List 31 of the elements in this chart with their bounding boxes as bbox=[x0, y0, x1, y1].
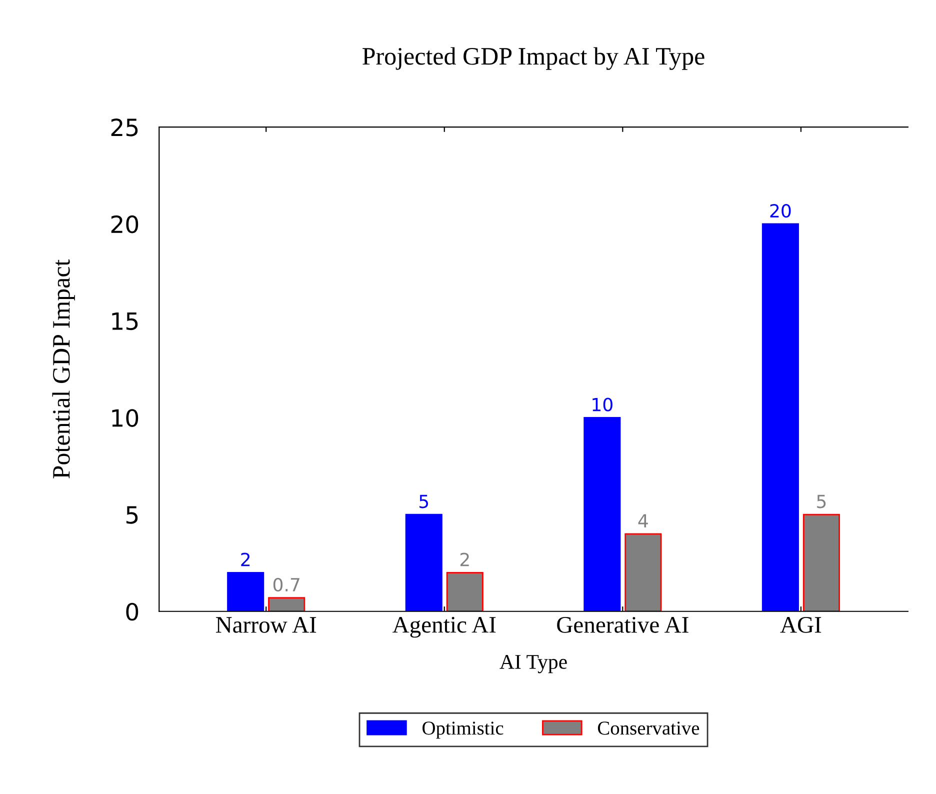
y-tick-label: 10 bbox=[112, 409, 138, 427]
bar bbox=[268, 597, 306, 612]
x-tick-label: Generative AI bbox=[557, 616, 688, 633]
bar bbox=[446, 572, 484, 612]
bar bbox=[405, 514, 442, 612]
chart-title: Projected GDP Impact by AI Type bbox=[362, 47, 704, 70]
data-label: 10 bbox=[592, 398, 612, 412]
bar bbox=[227, 572, 264, 612]
data-label: 2 bbox=[241, 552, 250, 566]
x-tick-label: AGI bbox=[780, 616, 822, 633]
x-tick-label: Agentic AI bbox=[392, 616, 496, 638]
data-label: 2 bbox=[460, 552, 469, 566]
x-axis-title: AI Type bbox=[500, 654, 567, 674]
y-tick-label: 5 bbox=[126, 506, 138, 524]
y-tick-label: 0 bbox=[126, 602, 138, 621]
bar bbox=[624, 533, 662, 612]
data-label: 20 bbox=[770, 204, 791, 218]
y-tick-label: 15 bbox=[112, 312, 138, 330]
data-label: 4 bbox=[638, 514, 648, 528]
bar bbox=[802, 514, 840, 612]
legend-label: Optimistic bbox=[422, 722, 504, 739]
bar bbox=[584, 416, 621, 612]
data-label: 0.7 bbox=[273, 578, 300, 592]
y-axis-title: Potential GDP Impact bbox=[52, 259, 75, 478]
x-tick-label: Narrow AI bbox=[216, 617, 316, 633]
y-tick-label: 20 bbox=[111, 215, 138, 234]
data-label: 5 bbox=[420, 494, 428, 508]
bar bbox=[762, 223, 799, 612]
legend-label: Conservative bbox=[598, 722, 700, 735]
data-label: 5 bbox=[817, 494, 826, 508]
y-tick-label: 25 bbox=[111, 118, 138, 136]
